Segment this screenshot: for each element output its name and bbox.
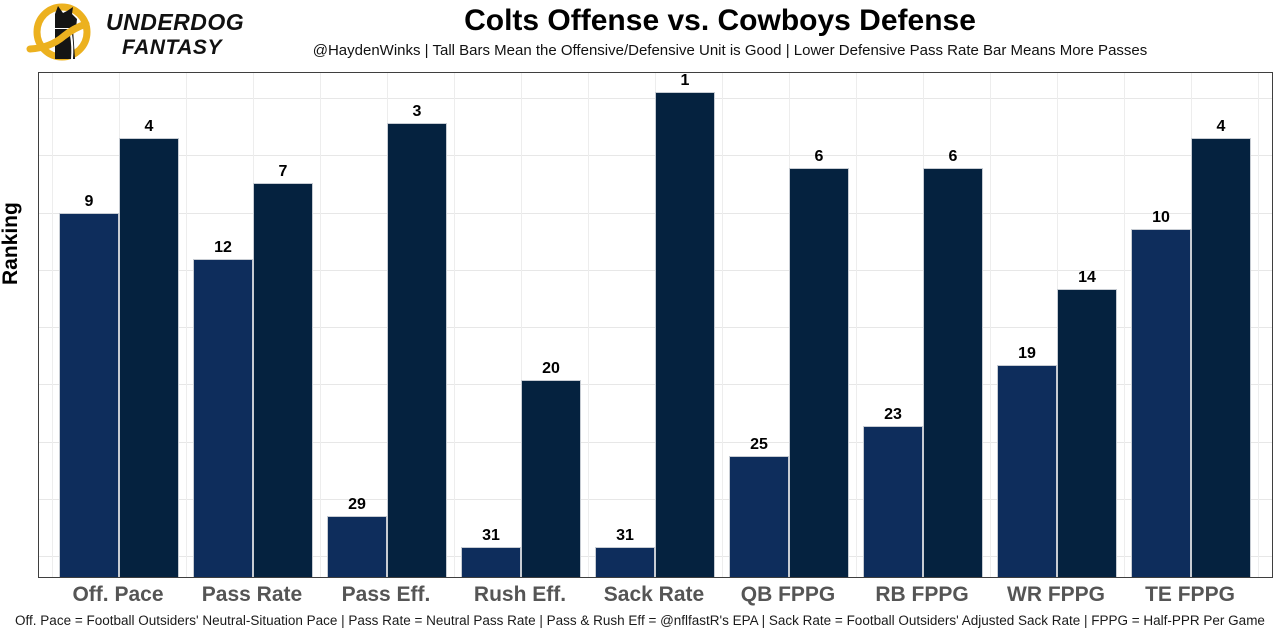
bar-defense — [789, 168, 849, 577]
x-axis-label: Off. Pace — [72, 583, 164, 606]
bar-value-label: 31 — [616, 527, 634, 544]
bar-value-label: 10 — [1152, 209, 1170, 226]
bar-defense — [119, 138, 179, 577]
y-axis-label: Ranking — [0, 202, 22, 285]
bar-value-label: 20 — [542, 360, 560, 377]
v-gridline — [320, 73, 321, 577]
bar-offense — [595, 547, 655, 577]
x-axis-label: QB FPPG — [740, 583, 836, 606]
bar-offense — [327, 516, 387, 577]
v-gridline — [990, 73, 991, 577]
v-gridline — [52, 73, 53, 577]
brand-wordmark: UNDERDOG FANTASY — [106, 9, 245, 59]
v-gridline — [454, 73, 455, 577]
bar-offense — [193, 259, 253, 577]
bar-value-label: 12 — [214, 239, 232, 256]
v-gridline — [588, 73, 589, 577]
x-axis-label: Rush Eff. — [473, 583, 567, 606]
plot-area: 9 4 12 7 29 3 31 20 31 1 25 6 23 6 19 14 10 4 — [38, 72, 1273, 578]
bar-defense — [923, 168, 983, 577]
brand-line-1: UNDERDOG — [106, 9, 245, 35]
v-gridline — [186, 73, 187, 577]
chart-title: Colts Offense vs. Cowboys Defense — [464, 4, 976, 37]
bar-value-label: 19 — [1018, 345, 1036, 362]
bar-value-label: 4 — [144, 118, 154, 135]
chart-subtitle: @HaydenWinks | Tall Bars Mean the Offens… — [312, 42, 1148, 59]
v-gridline — [856, 73, 857, 577]
bar-value-label: 6 — [814, 148, 824, 165]
footnote: Off. Pace = Football Outsiders' Neutral-… — [15, 613, 1265, 628]
x-axis-label: WR FPPG — [1007, 583, 1105, 606]
brand-line-2: FANTASY — [122, 36, 222, 59]
bar-defense — [521, 380, 581, 577]
underdog-fantasy-logo-icon — [26, 3, 91, 61]
bar-value-label: 9 — [84, 193, 94, 210]
bar-offense — [59, 213, 119, 577]
v-gridline — [722, 73, 723, 577]
v-gridline — [1124, 73, 1125, 577]
bar-defense — [655, 92, 715, 577]
bar-value-label: 6 — [948, 148, 958, 165]
bar-offense — [461, 547, 521, 577]
x-axis-label: TE FPPG — [1145, 583, 1235, 606]
x-axis-label: Pass Rate — [201, 583, 303, 606]
bar-offense — [863, 426, 923, 577]
x-axis-label: RB FPPG — [875, 583, 969, 606]
bar-value-label: 29 — [348, 496, 366, 513]
bar-value-label: 25 — [750, 436, 768, 453]
x-axis-label: Pass Eff. — [341, 583, 431, 606]
bar-offense — [729, 456, 789, 577]
bar-offense — [1131, 229, 1191, 577]
v-gridline — [521, 73, 522, 577]
bar-value-label: 31 — [482, 527, 500, 544]
bar-value-label: 7 — [278, 163, 288, 180]
bar-value-label: 4 — [1216, 118, 1226, 135]
bar-defense — [253, 183, 313, 577]
bar-value-label: 1 — [680, 72, 690, 89]
bar-defense — [1057, 289, 1117, 577]
x-axis-label: Sack Rate — [603, 583, 705, 606]
bar-value-label: 3 — [412, 103, 422, 120]
bar-value-label: 23 — [884, 406, 902, 423]
bar-defense — [1191, 138, 1251, 577]
bar-offense — [997, 365, 1057, 577]
bar-defense — [387, 123, 447, 577]
v-gridline — [1258, 73, 1259, 577]
bar-value-label: 14 — [1078, 269, 1096, 286]
